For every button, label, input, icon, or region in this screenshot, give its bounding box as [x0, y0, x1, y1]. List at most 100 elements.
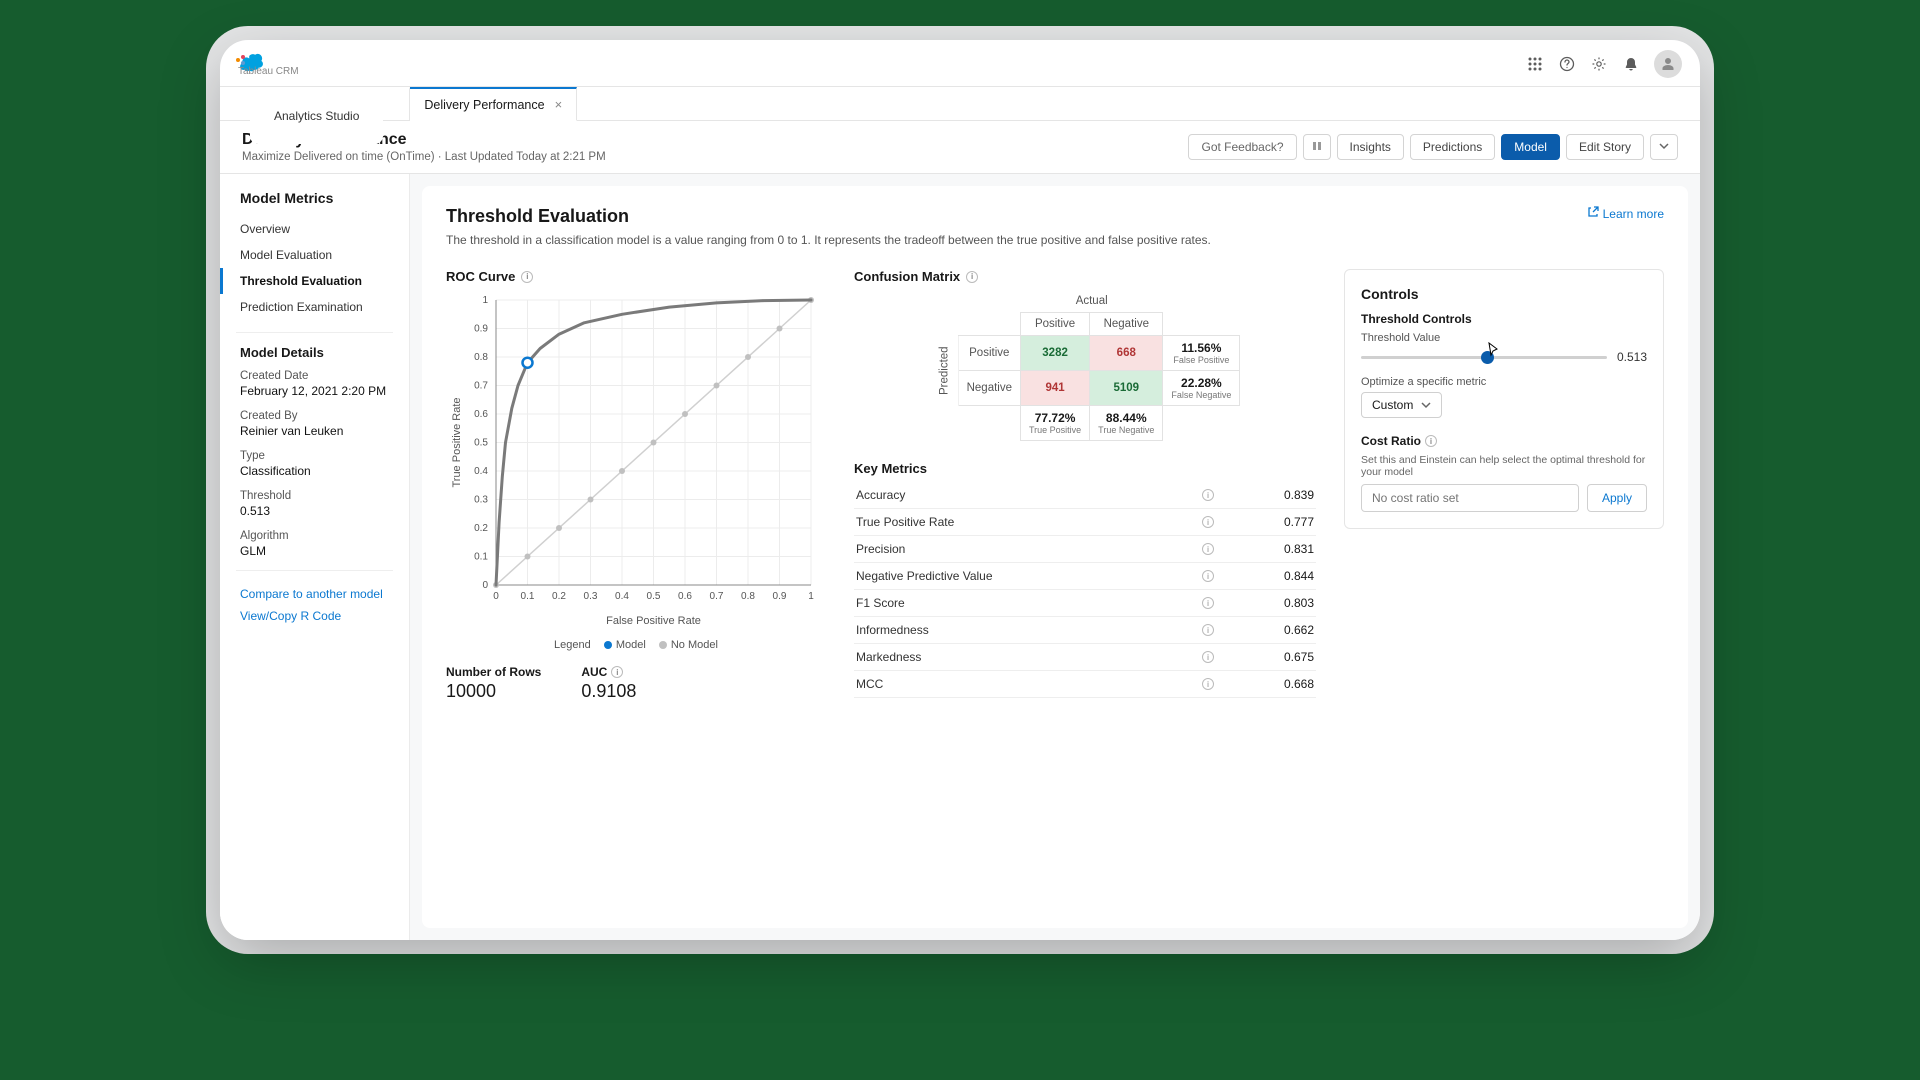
key-metric-name: MCC: [856, 677, 1202, 691]
page-toolbar: Delivery Performance Maximize Delivered …: [220, 121, 1700, 174]
svg-text:0.3: 0.3: [474, 495, 488, 506]
cm-axis-actual: Actual: [1020, 290, 1162, 313]
settings-gear-icon[interactable]: [1590, 55, 1608, 73]
meta-value: 0.513: [240, 504, 389, 518]
meta-label: Algorithm: [240, 530, 389, 542]
svg-text:0.7: 0.7: [474, 381, 488, 392]
svg-text:True Positive Rate: True Positive Rate: [451, 397, 463, 487]
cm-fpr-pct: 11.56%: [1181, 341, 1221, 355]
meta-created-by: Created By Reinier van Leuken: [240, 410, 389, 438]
svg-text:0.6: 0.6: [678, 591, 692, 602]
confusion-info-icon[interactable]: i: [966, 271, 978, 283]
key-metric-value: 0.668: [1254, 677, 1314, 691]
svg-text:0.9: 0.9: [474, 324, 488, 335]
main-content: Threshold Evaluation The threshold in a …: [422, 186, 1688, 928]
key-metric-row: Informednessi0.662: [854, 617, 1316, 644]
cm-tpr-lbl: True Positive: [1029, 425, 1081, 435]
optimize-select[interactable]: Custom: [1361, 392, 1442, 418]
meta-algorithm: AlgorithmGLM: [240, 530, 389, 558]
key-metric-info-icon[interactable]: i: [1202, 597, 1214, 609]
threshold-slider-thumb[interactable]: [1481, 351, 1494, 364]
key-metric-info-icon[interactable]: i: [1202, 678, 1214, 690]
pause-button[interactable]: [1303, 134, 1331, 160]
svg-text:0.1: 0.1: [474, 552, 488, 563]
sidebar: Model Metrics OverviewModel EvaluationTh…: [220, 174, 410, 940]
cost-ratio-label: Cost Ratio: [1361, 434, 1421, 448]
auc-value: 0.9108: [581, 681, 636, 702]
got-feedback-button[interactable]: Got Feedback?: [1188, 134, 1296, 160]
roc-title: ROC Curve: [446, 269, 515, 284]
threshold-value: 0.513: [1617, 350, 1647, 364]
cost-ratio-input[interactable]: [1361, 484, 1579, 512]
learn-more-link[interactable]: Learn more: [1587, 206, 1664, 221]
svg-text:0.9: 0.9: [773, 591, 787, 602]
sidebar-item-model-evaluation[interactable]: Model Evaluation: [220, 242, 409, 268]
predictions-button[interactable]: Predictions: [1410, 134, 1495, 160]
meta-created-date: Created DateFebruary 12, 2021 2:20 PM: [240, 370, 389, 398]
key-metric-info-icon[interactable]: i: [1202, 516, 1214, 528]
threshold-slider[interactable]: [1361, 356, 1607, 359]
app-launcher-icon[interactable]: [1526, 55, 1544, 73]
key-metric-info-icon[interactable]: i: [1202, 543, 1214, 555]
sidebar-item-prediction-examination[interactable]: Prediction Examination: [220, 294, 409, 320]
svg-text:False Positive Rate: False Positive Rate: [606, 615, 701, 627]
svg-text:1: 1: [808, 591, 814, 602]
cm-pred-neg: Negative: [958, 371, 1020, 406]
cost-ratio-info-icon[interactable]: i: [1425, 435, 1437, 447]
meta-value: Reinier van Leuken: [240, 424, 389, 438]
svg-text:0.1: 0.1: [521, 591, 535, 602]
key-metric-info-icon[interactable]: i: [1202, 570, 1214, 582]
meta-type: TypeClassification: [240, 450, 389, 478]
analytics-studio-icon: [234, 53, 248, 67]
help-icon[interactable]: [1558, 55, 1576, 73]
key-metric-value: 0.844: [1254, 569, 1314, 583]
key-metric-name: Markedness: [856, 650, 1202, 664]
insights-button[interactable]: Insights: [1337, 134, 1404, 160]
app-tab-subtitle: Tableau CRM: [238, 67, 395, 77]
close-tab-icon[interactable]: ×: [555, 97, 563, 112]
section-description: The threshold in a classification model …: [446, 233, 1226, 247]
legend-model: Model: [616, 639, 646, 651]
sidebar-item-threshold-evaluation[interactable]: Threshold Evaluation: [220, 268, 409, 294]
app-tab-analytics-studio[interactable]: Tableau CRM Analytics Studio: [220, 87, 410, 120]
edit-story-button[interactable]: Edit Story: [1566, 134, 1644, 160]
sidebar-link-compare-to-another-model[interactable]: Compare to another model: [220, 583, 409, 605]
optimize-label: Optimize a specific metric: [1361, 376, 1647, 388]
cm-tp: 3282: [1020, 336, 1089, 371]
tab-delivery-performance[interactable]: Delivery Performance ×: [410, 87, 577, 121]
notification-bell-icon[interactable]: [1622, 55, 1640, 73]
key-metric-info-icon[interactable]: i: [1202, 624, 1214, 636]
svg-text:0: 0: [493, 591, 499, 602]
meta-value: Classification: [240, 464, 389, 478]
svg-text:0.8: 0.8: [741, 591, 755, 602]
auc-info-icon[interactable]: i: [611, 666, 623, 678]
cm-actual-neg: Negative: [1090, 313, 1163, 336]
key-metric-value: 0.803: [1254, 596, 1314, 610]
key-metric-row: Accuracyi0.839: [854, 482, 1316, 509]
sidebar-link-view-copy-r-code[interactable]: View/Copy R Code: [220, 605, 409, 627]
key-metric-info-icon[interactable]: i: [1202, 651, 1214, 663]
key-metric-info-icon[interactable]: i: [1202, 489, 1214, 501]
svg-text:0.2: 0.2: [474, 523, 488, 534]
model-button[interactable]: Model: [1501, 134, 1560, 160]
svg-text:0: 0: [482, 580, 488, 591]
sidebar-item-overview[interactable]: Overview: [220, 216, 409, 242]
svg-text:0.6: 0.6: [474, 409, 488, 420]
cm-fnr-lbl: False Negative: [1171, 390, 1231, 400]
key-metric-row: MCCi 0.668: [854, 671, 1316, 698]
svg-text:0.7: 0.7: [710, 591, 724, 602]
key-metric-row: Precisioni 0.831: [854, 536, 1316, 563]
key-metric-value: 0.831: [1254, 542, 1314, 556]
confusion-matrix-table: Actual PositiveNegative Predicted Positi…: [930, 290, 1241, 441]
threshold-controls-title: Threshold Controls: [1361, 312, 1647, 326]
key-metric-name: Precision: [856, 542, 1202, 556]
apply-button[interactable]: Apply: [1587, 484, 1647, 512]
meta-label: Threshold: [240, 490, 389, 502]
roc-info-icon[interactable]: i: [521, 271, 533, 283]
cm-pred-pos: Positive: [958, 336, 1020, 371]
svg-text:1: 1: [482, 295, 488, 306]
meta-label: Created By: [240, 410, 389, 422]
tabs-bar: Tableau CRM Analytics Studio Delivery Pe…: [220, 87, 1700, 121]
edit-story-dropdown[interactable]: [1650, 134, 1678, 160]
user-avatar-icon[interactable]: [1654, 50, 1682, 78]
